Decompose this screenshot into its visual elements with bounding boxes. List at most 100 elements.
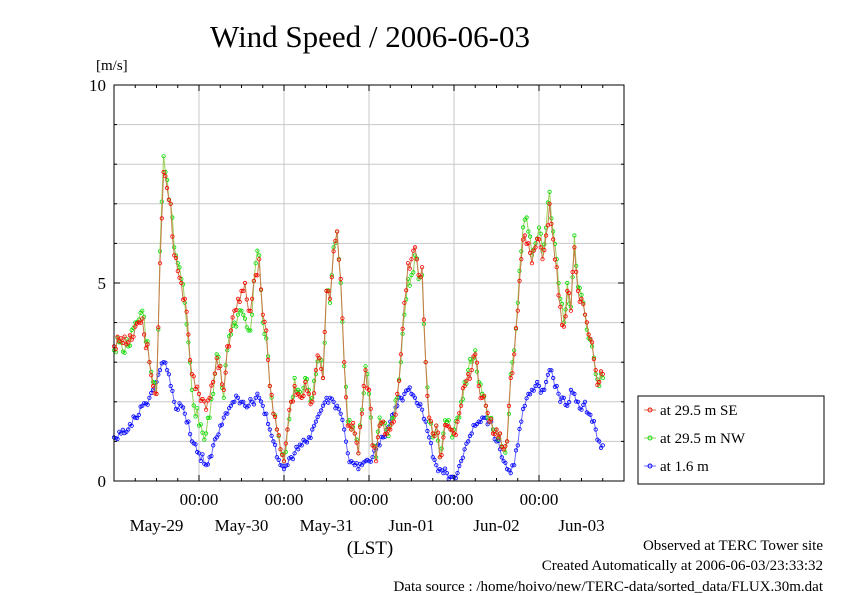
data-point (506, 467, 511, 473)
axis-ticks (113, 84, 625, 482)
data-point (329, 275, 334, 280)
data-point (464, 378, 469, 383)
data-point (255, 248, 260, 253)
data-point (310, 427, 315, 432)
data-point (127, 343, 132, 348)
legend-swatch-marker (647, 407, 653, 413)
data-point (334, 403, 340, 408)
data-point (244, 325, 249, 330)
data-point (269, 433, 274, 438)
data-point (179, 280, 184, 286)
data-point (255, 273, 260, 278)
data-point (221, 387, 226, 392)
data-point (551, 229, 556, 234)
data-point (524, 241, 529, 246)
data-point (357, 424, 363, 430)
data-point (471, 422, 476, 428)
data-point (204, 407, 209, 412)
data-point (501, 447, 506, 452)
data-point (230, 400, 235, 405)
data-point (527, 392, 533, 397)
data-point (340, 417, 345, 422)
legend-box (637, 395, 825, 485)
data-point (260, 403, 265, 408)
data-point (241, 399, 246, 404)
data-point (228, 328, 233, 333)
data-point (145, 342, 150, 347)
data-point (315, 414, 320, 420)
data-point (317, 356, 322, 361)
data-point (239, 308, 244, 313)
data-point (352, 431, 357, 436)
data-point (248, 308, 253, 314)
data-point (384, 431, 389, 436)
data-point (221, 415, 226, 420)
data-point (575, 288, 581, 293)
x-tick-label-day: Jun-01 (388, 516, 434, 535)
data-point (466, 439, 471, 444)
data-point (366, 387, 372, 392)
data-point (450, 428, 455, 433)
data-point (202, 437, 207, 442)
data-point (184, 322, 189, 327)
data-point (172, 245, 177, 250)
data-point (402, 312, 407, 317)
data-point (575, 399, 581, 404)
data-point (219, 382, 225, 387)
data-point (412, 245, 418, 250)
data-point (372, 445, 377, 450)
data-point (168, 201, 173, 206)
data-point (253, 261, 258, 266)
data-point (503, 444, 508, 449)
data-point (506, 403, 511, 408)
data-point (287, 407, 292, 412)
data-point (159, 199, 164, 204)
data-point (288, 399, 294, 404)
data-point (535, 236, 540, 241)
data-point (166, 372, 171, 377)
data-point (551, 237, 556, 242)
data-point (177, 275, 182, 280)
data-point (476, 383, 481, 389)
data-point (504, 439, 510, 444)
data-point (565, 280, 570, 286)
x-tick-label-time: 00:00 (265, 490, 304, 509)
data-point (214, 435, 219, 440)
data-point (129, 337, 134, 342)
data-point (563, 314, 568, 319)
data-point (483, 403, 488, 408)
data-point (494, 427, 499, 432)
data-point (278, 447, 283, 452)
data-point (304, 440, 310, 445)
data-point (301, 385, 306, 390)
data-point (235, 312, 241, 317)
data-point (195, 406, 200, 411)
legend-swatch-marker (647, 463, 653, 469)
data-point (129, 423, 134, 428)
data-point (434, 463, 439, 468)
data-point (418, 402, 423, 407)
data-point (377, 443, 382, 448)
data-point (366, 459, 372, 464)
data-point (428, 440, 434, 446)
data-point (540, 257, 545, 262)
data-point (457, 415, 462, 420)
data-point (547, 367, 552, 373)
data-point (597, 439, 602, 444)
data-point (223, 370, 228, 375)
data-point (202, 399, 207, 404)
data-point (533, 245, 538, 250)
data-point (193, 414, 198, 419)
data-point (398, 352, 403, 357)
data-point (411, 270, 416, 275)
data-point (175, 261, 180, 266)
data-point (368, 406, 373, 411)
data-point (368, 459, 373, 464)
data-point (287, 416, 292, 422)
data-point (572, 233, 577, 238)
data-point (558, 304, 563, 309)
data-point (510, 463, 515, 468)
data-point (157, 261, 163, 266)
data-point (381, 419, 386, 424)
data-point (189, 387, 194, 392)
